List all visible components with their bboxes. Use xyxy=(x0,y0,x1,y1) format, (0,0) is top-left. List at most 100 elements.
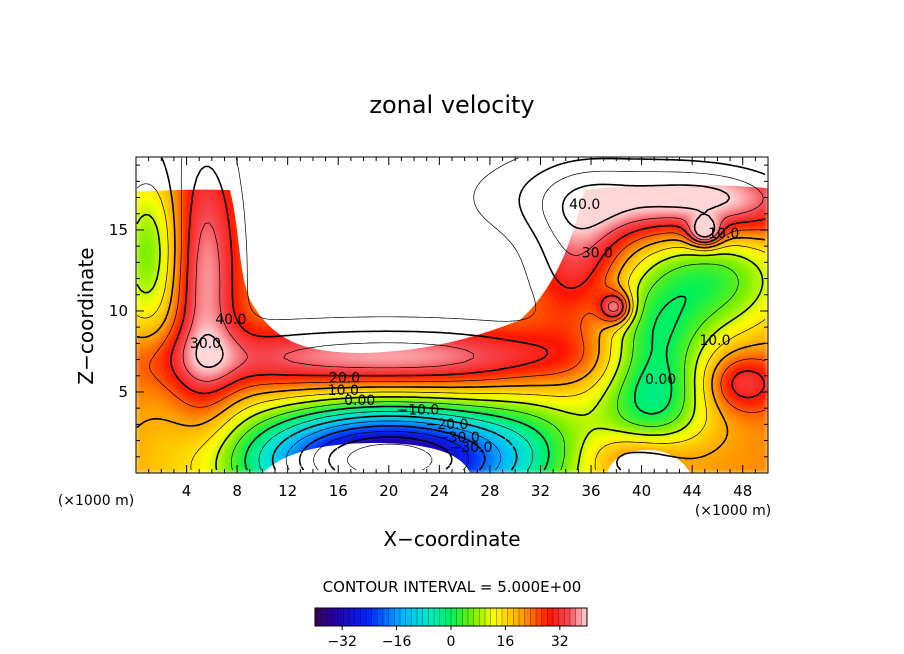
colorbar-swatch xyxy=(400,608,406,626)
x-tick-label: 20 xyxy=(379,482,398,500)
colorbar-tick-label: 16 xyxy=(496,634,514,650)
contour-interval-text: CONTOUR INTERVAL = 5.000E+00 xyxy=(323,578,582,596)
contour-label: 0.00 xyxy=(344,393,375,409)
contour-level xyxy=(313,430,470,471)
y-tick-label: 15 xyxy=(109,221,128,239)
y-tick-label: 10 xyxy=(109,302,128,320)
colorbar-swatch xyxy=(451,608,457,626)
colorbar-swatch xyxy=(417,608,423,626)
contour-level xyxy=(182,170,764,382)
contour-label: −10.0 xyxy=(396,403,439,419)
x-unit-right: (×1000 m) xyxy=(695,503,771,519)
colorbar-swatch xyxy=(371,608,378,626)
colorbar-swatch xyxy=(439,608,446,626)
colorbar-tick-label: −16 xyxy=(382,634,412,650)
colorbar-swatch xyxy=(434,608,440,626)
colorbar-swatch xyxy=(507,608,514,626)
colorbar-swatch xyxy=(519,608,525,626)
colorbar xyxy=(314,608,588,626)
colorbar-swatch xyxy=(320,608,327,626)
contour-level xyxy=(271,415,518,471)
terrain-top-mask xyxy=(136,157,768,353)
colorbar-swatch xyxy=(558,608,565,626)
contour-label: −30.0 xyxy=(437,430,480,446)
contour-label-layer: 40.030.040.030.020.010.00.00−10.0−20.0−3… xyxy=(190,197,739,456)
x-tick-label: 36 xyxy=(581,482,600,500)
y-axis-label: Z−coordinate xyxy=(74,247,98,384)
contour-level xyxy=(285,420,502,471)
colorbar-swatch xyxy=(349,608,355,626)
contour-label: 30.0 xyxy=(582,245,613,261)
colorbar-tick-label: 32 xyxy=(551,634,569,650)
colorbar-swatch xyxy=(536,608,542,626)
contour-label: 10.0 xyxy=(328,383,359,399)
contour-level xyxy=(136,157,766,471)
colorbar-swatch xyxy=(553,608,559,626)
contour-level xyxy=(170,157,766,399)
colorbar-swatch xyxy=(445,608,452,626)
colorbar-swatch xyxy=(513,608,520,626)
x-tick-label: 24 xyxy=(430,482,449,500)
contour-label: 10.0 xyxy=(699,333,730,349)
x-tick-label: 12 xyxy=(278,482,297,500)
colorbar-swatch xyxy=(394,608,401,626)
x-tick-label: 28 xyxy=(480,482,499,500)
plot-area: 40.030.040.030.020.010.00.00−10.0−20.0−3… xyxy=(136,157,768,473)
x-axis-label: X−coordinate xyxy=(383,527,520,551)
colorbar-swatch xyxy=(354,608,361,626)
colorbar-swatch xyxy=(337,608,344,626)
colorbar-swatch xyxy=(383,608,389,626)
colorbar-swatch xyxy=(530,608,537,626)
contour-label: 10.0 xyxy=(708,226,739,242)
contour-level xyxy=(136,213,764,471)
contour-label: 0.00 xyxy=(645,372,676,388)
contour-level xyxy=(195,183,731,369)
colorbar-swatch xyxy=(315,608,321,626)
colorbar-swatch xyxy=(343,608,350,626)
colorbar-swatch xyxy=(473,608,480,626)
x-tick-label: 8 xyxy=(232,482,242,500)
colorbar-swatch xyxy=(428,608,435,626)
contour-label: 40.0 xyxy=(215,312,246,328)
colorbar-swatch xyxy=(575,608,582,626)
colorbar-tick-label: 0 xyxy=(447,634,456,650)
colorbar-swatch xyxy=(479,608,486,626)
contour-level xyxy=(149,157,766,413)
colorbar-swatch xyxy=(485,608,491,626)
x-unit-left: (×1000 m) xyxy=(58,493,134,509)
contour-level xyxy=(298,425,486,471)
colorbar-swatch xyxy=(547,608,554,626)
colorbar-swatch xyxy=(502,608,508,626)
contour-label: −30.0 xyxy=(450,440,493,456)
contour-label: −20.0 xyxy=(425,417,468,433)
contour-level xyxy=(328,436,453,471)
colorbar-swatch xyxy=(405,608,412,626)
chart-title: zonal velocity xyxy=(369,91,534,119)
colorbar-swatch xyxy=(456,608,463,626)
colorbar-swatch xyxy=(411,608,418,626)
x-tick-label: 32 xyxy=(531,482,550,500)
colorbar-tick-label: −32 xyxy=(327,634,357,650)
colorbar-swatch xyxy=(326,608,333,626)
x-tick-label: 40 xyxy=(632,482,651,500)
x-axis-ticks: 4 8 12 16 20 24 28 32 36 40 44 48 xyxy=(148,157,756,500)
colorbar-swatch xyxy=(564,608,571,626)
contour-lines xyxy=(136,157,766,471)
colorbar-swatch xyxy=(388,608,395,626)
colorbar-swatch xyxy=(462,608,469,626)
x-tick-label: 16 xyxy=(329,482,348,500)
contour-label: 20.0 xyxy=(329,370,360,386)
colorbar-swatch xyxy=(377,608,384,626)
colorbar-swatch xyxy=(524,608,531,626)
contour-level xyxy=(230,263,739,471)
colorbar-swatch xyxy=(366,608,372,626)
x-tick-label: 44 xyxy=(683,482,702,500)
contour-label: 40.0 xyxy=(569,197,600,213)
colorbar-swatch xyxy=(422,608,429,626)
x-tick-label: 4 xyxy=(182,482,192,500)
colorbar-swatch xyxy=(490,608,497,626)
colorbar-swatch xyxy=(332,608,338,626)
colorbar-swatch xyxy=(496,608,503,626)
y-axis-ticks: 5 10 15 xyxy=(109,164,768,458)
